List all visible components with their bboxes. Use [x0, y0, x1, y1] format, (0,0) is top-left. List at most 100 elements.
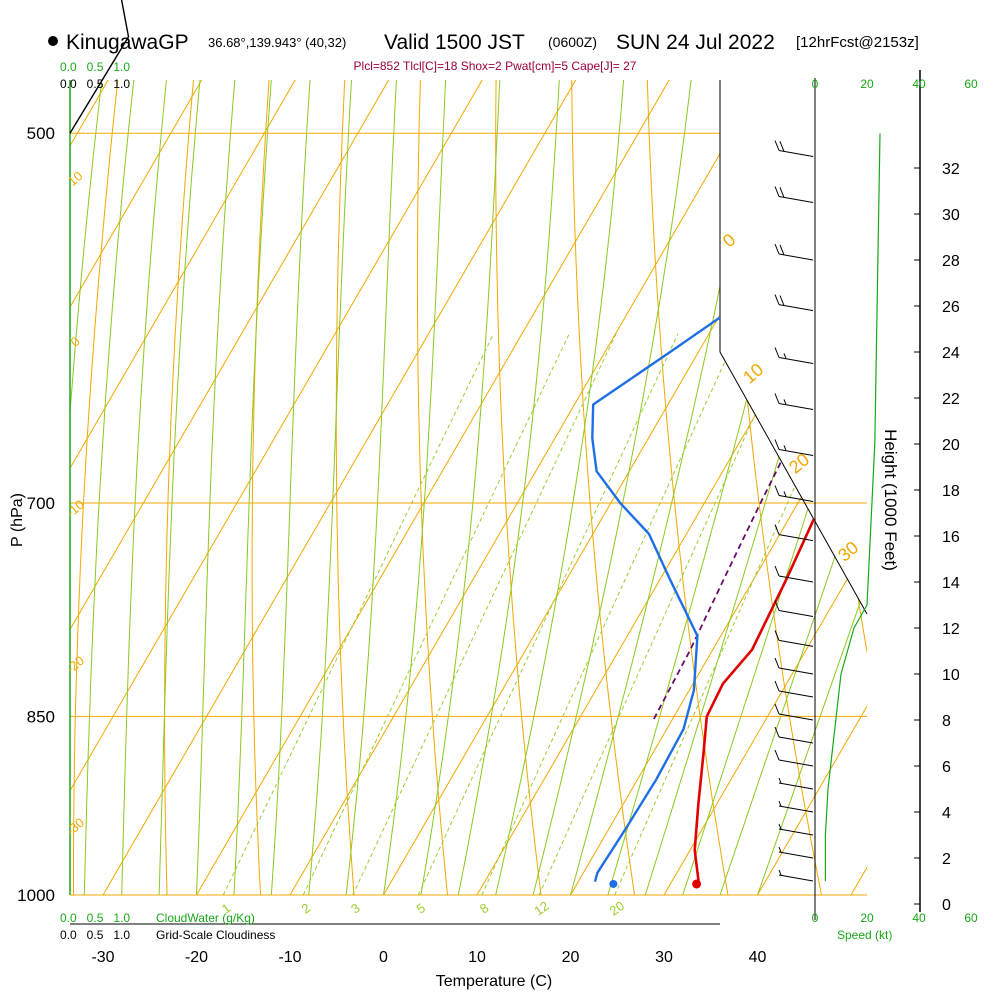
wind-barb-flag	[779, 187, 785, 198]
height-axis-label: Height (1000 Feet)	[881, 429, 900, 571]
wind-barb-shaft	[778, 449, 814, 456]
speed-tick-label: 40	[912, 77, 926, 91]
dry-adiabat-line	[335, 80, 419, 895]
wind-barb-half	[783, 399, 787, 405]
mixing-ratio-label: 3	[348, 900, 363, 916]
station-dot-icon	[48, 36, 58, 46]
wind-barb-shaft	[778, 828, 814, 836]
mixing-ratio-line	[352, 333, 617, 895]
cloudiness-label: Grid-Scale Cloudiness	[156, 928, 275, 942]
isotherm-line	[663, 80, 867, 895]
wind-barb-flag	[774, 439, 780, 450]
pressure-tick-label: 1000	[17, 886, 55, 905]
speed-tick-label: 0	[812, 911, 819, 925]
valid-zulu: (0600Z)	[548, 34, 597, 50]
temperature-tick-label: 40	[749, 949, 767, 966]
wind-barb-shaft	[778, 639, 814, 647]
isotherm-line	[70, 80, 483, 895]
dewpoint-line	[591, 80, 867, 883]
height-tick-label: 8	[942, 713, 951, 730]
dry-adiabat-line	[70, 80, 171, 895]
wind-barb-half	[783, 353, 787, 359]
dry-adiabat-line	[643, 80, 729, 895]
y-axis-label: P (hPa)	[9, 493, 26, 547]
moist-adiabat-line	[457, 80, 611, 895]
mixing-ratio-label: 8	[477, 900, 492, 916]
isotherm-label: 10	[65, 168, 86, 189]
isotherm-line	[70, 80, 203, 895]
temperature-tick-label: -30	[91, 949, 114, 966]
height-tick-label: 18	[942, 483, 960, 500]
skewt-background-lines	[70, 0, 1000, 896]
height-tick-label: 26	[942, 299, 960, 316]
height-tick-label: 30	[942, 207, 960, 224]
wind-barb-flag	[774, 565, 780, 577]
dry-adiabat-line	[164, 80, 295, 895]
surface-dewpoint-dot	[609, 879, 618, 888]
wind-barb-shaft	[778, 782, 814, 790]
dry-adiabat-line	[978, 0, 1000, 895]
mixing-ratio-line	[222, 333, 495, 895]
isotherm-line	[757, 80, 867, 895]
isotherm-label: 10	[739, 359, 767, 387]
wind-speed-profile	[824, 133, 881, 881]
cloud-scale-bottom-black: 0.0 0.5 1.0	[60, 928, 130, 942]
isotherm-line	[383, 80, 857, 895]
wind-barb-shaft	[778, 805, 814, 813]
wind-barb-flag	[779, 295, 785, 306]
wind-barb-shaft	[778, 690, 814, 698]
isotherm-line	[102, 80, 577, 895]
moist-adiabat-line	[83, 80, 249, 895]
stability-indices: Plcl=852 Tlcl[C]=18 Shox=2 Pwat[cm]=5 Ca…	[354, 59, 637, 73]
wind-barb-shaft	[778, 610, 814, 617]
wind-barb-half	[778, 869, 782, 876]
moist-adiabat-line	[383, 80, 509, 895]
wind-barb-shaft	[778, 874, 814, 882]
wind-barb-flag	[774, 186, 780, 197]
height-tick-label: 12	[942, 621, 960, 638]
height-tick-label: 16	[942, 529, 960, 546]
temperature-axis: -30 -20 -10 0 10 20 30 40	[91, 949, 766, 966]
isotherm-line	[570, 80, 867, 895]
speed-tick-label: 0	[812, 77, 819, 91]
x-axis-label: Temperature (C)	[436, 973, 552, 990]
pressure-tick-label: 700	[27, 494, 55, 513]
cloud-scale-top-black: 0.0 0.5 1.0	[60, 77, 130, 91]
moist-adiabat-line	[719, 80, 867, 895]
wind-barb-shaft	[778, 736, 814, 744]
temperature-tick-label: 30	[655, 949, 673, 966]
temperature-tick-label: -10	[278, 949, 301, 966]
moist-adiabat-line	[308, 80, 430, 895]
pressure-axis: 1000850700500400300250	[17, 124, 55, 905]
cloudiness-line	[69, 0, 130, 134]
isotherm-label: -20	[63, 653, 87, 677]
height-tick-label: 32	[942, 161, 960, 178]
wind-barb-shaft	[778, 253, 814, 261]
mixing-ratio-label: 5	[414, 900, 429, 916]
wind-barb-half	[778, 846, 782, 853]
mixing-ratio-line	[538, 333, 793, 895]
wind-barb-flag	[774, 680, 780, 692]
isotherm-label: 0	[719, 230, 740, 252]
height-tick-label: 24	[942, 345, 960, 362]
speed-tick-label: 60	[964, 911, 978, 925]
parcel-line	[653, 80, 867, 720]
wind-barb-shaft	[778, 304, 814, 312]
isotherm-line	[289, 80, 764, 895]
height-tick-label: 20	[942, 437, 960, 454]
mixing-ratio-line	[614, 333, 864, 895]
wind-barb-shaft	[778, 759, 814, 767]
dry-adiabat-line	[714, 80, 822, 895]
wind-barb-shaft	[778, 196, 814, 203]
wind-barb-flag	[774, 485, 780, 496]
wind-barb-flag	[779, 141, 785, 152]
wind-barb-shaft	[778, 575, 814, 583]
moist-adiabat-line	[532, 80, 749, 895]
cloud-water-label: CloudWater (g/Kg)	[156, 911, 255, 925]
cloud-scale-bottom-green: 0.0 0.5 1.0	[60, 911, 130, 925]
moist-adiabat-line	[270, 80, 395, 895]
wind-barb-shaft	[778, 667, 814, 675]
mixing-ratio-label: 2	[299, 900, 314, 916]
valid-time: Valid 1500 JST	[384, 31, 525, 54]
